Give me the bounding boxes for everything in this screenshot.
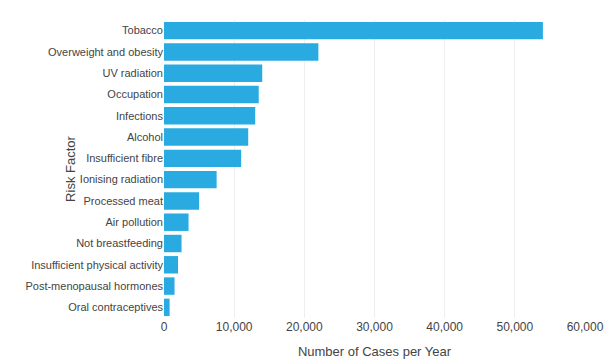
svg-text:Insufficient physical activity: Insufficient physical activity (31, 259, 163, 271)
svg-text:Overweight and obesity: Overweight and obesity (48, 46, 163, 58)
svg-text:10,000: 10,000 (216, 320, 253, 334)
svg-text:Occupation: Occupation (107, 88, 163, 100)
svg-text:Tobacco: Tobacco (122, 24, 163, 36)
svg-text:Infections: Infections (116, 110, 164, 122)
svg-text:Ionising radiation: Ionising radiation (80, 173, 163, 185)
svg-text:Insufficient fibre: Insufficient fibre (86, 152, 163, 164)
svg-text:Number of Cases per Year: Number of Cases per Year (298, 344, 452, 359)
svg-text:Air pollution: Air pollution (106, 216, 163, 228)
svg-text:0: 0 (161, 320, 168, 334)
svg-text:UV radiation: UV radiation (102, 67, 163, 79)
svg-text:Processed meat: Processed meat (84, 195, 163, 207)
svg-text:Alcohol: Alcohol (127, 131, 163, 143)
svg-text:30,000: 30,000 (356, 320, 393, 334)
svg-text:Oral contraceptives: Oral contraceptives (68, 301, 163, 313)
svg-text:60,000: 60,000 (567, 320, 604, 334)
svg-text:40,000: 40,000 (426, 320, 463, 334)
svg-text:Not breastfeeding: Not breastfeeding (76, 237, 163, 249)
svg-text:50,000: 50,000 (496, 320, 533, 334)
svg-text:Post-menopausal hormones: Post-menopausal hormones (25, 280, 163, 292)
svg-text:20,000: 20,000 (286, 320, 323, 334)
svg-text:Risk Factor: Risk Factor (63, 135, 78, 201)
